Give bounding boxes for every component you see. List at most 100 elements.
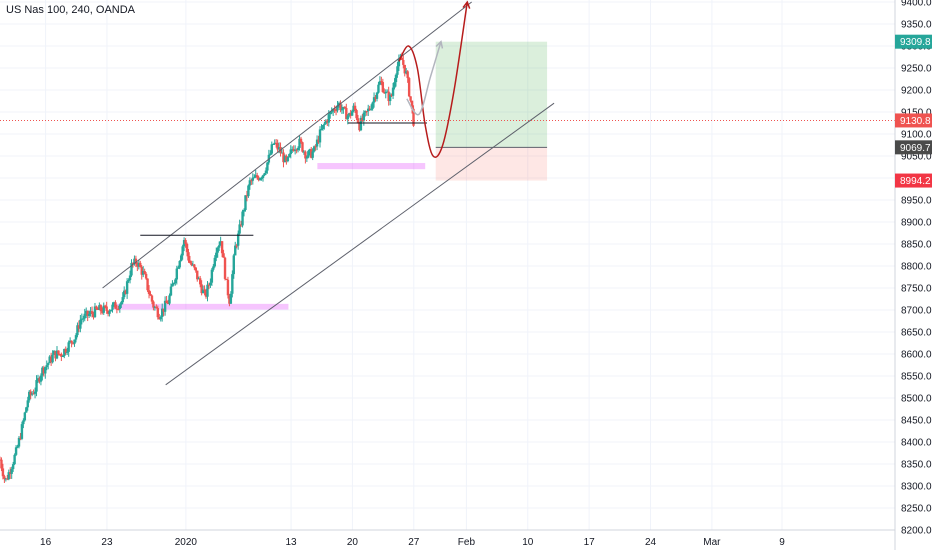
candle-body <box>86 310 89 316</box>
candle-body <box>179 255 183 261</box>
trendlines-layer[interactable] <box>102 1 555 386</box>
y-tick-label: 8800.0 <box>901 262 932 273</box>
candle-body <box>55 350 59 359</box>
candle-body <box>35 380 38 392</box>
candle-body <box>269 153 272 155</box>
candle-body <box>139 262 142 268</box>
candle-body <box>289 149 292 155</box>
candle-body <box>153 306 157 308</box>
candle-body <box>324 120 328 124</box>
candle-body <box>162 308 165 312</box>
candle-body <box>251 177 254 181</box>
candle-body <box>337 102 341 106</box>
candle-body <box>407 78 411 97</box>
candle-body <box>323 123 326 126</box>
candle-body <box>174 279 177 283</box>
candle-body <box>209 282 212 285</box>
y-tick-label: 8650.0 <box>901 328 932 339</box>
projection-alt[interactable] <box>406 41 442 116</box>
candle-body <box>89 311 92 314</box>
price-label-text: 9130.8 <box>900 116 931 127</box>
x-tick-label: Mar <box>703 537 721 548</box>
price-label-text: 9069.7 <box>900 143 931 154</box>
candle-body <box>247 185 250 197</box>
candle-body <box>38 378 41 382</box>
candle-body <box>133 258 136 264</box>
candle-body <box>307 151 310 158</box>
candle-body <box>175 268 179 280</box>
candle-body <box>150 295 154 302</box>
candle-body <box>158 317 161 320</box>
candle-body <box>127 280 130 282</box>
candle-body <box>196 270 199 280</box>
candle-body <box>364 111 367 113</box>
candle-body <box>234 245 237 256</box>
candle-body <box>371 102 374 109</box>
candle-body <box>358 122 361 131</box>
candle-body <box>184 240 187 244</box>
support-zone-1 <box>112 303 289 310</box>
x-tick-label: 20 <box>347 537 359 548</box>
candle-body <box>374 97 377 99</box>
candle-body <box>124 290 127 294</box>
candle-body <box>314 146 317 148</box>
candle-body <box>375 92 379 99</box>
candle-body <box>339 102 342 111</box>
candle-body <box>96 309 100 311</box>
candle-body <box>193 264 196 268</box>
candle-body <box>117 308 120 310</box>
candle-body <box>6 478 9 480</box>
candle-body <box>296 147 300 151</box>
candle-body <box>93 306 97 318</box>
candle-body <box>99 305 103 312</box>
candle-body <box>298 138 301 148</box>
candle-body <box>349 113 352 116</box>
candle-body <box>353 105 357 111</box>
candle-body <box>134 258 138 265</box>
candle-body <box>165 300 168 304</box>
candle-body <box>146 278 149 291</box>
candle-body <box>327 114 330 123</box>
candle-body <box>60 354 63 357</box>
y-tick-label: 8350.0 <box>901 460 932 471</box>
candle-body <box>260 178 263 180</box>
y-tick-label: 9350.0 <box>901 20 932 31</box>
candle-body <box>143 271 146 274</box>
candle-body <box>397 59 401 67</box>
candle-body <box>368 108 371 110</box>
candle-body <box>25 407 28 413</box>
y-tick-label: 9250.0 <box>901 64 932 75</box>
channel-lower[interactable] <box>165 102 555 386</box>
candle-body <box>16 446 19 448</box>
candle-body <box>76 325 79 336</box>
candle-body <box>7 472 10 480</box>
candle-body <box>22 420 25 425</box>
candle-body <box>185 243 189 253</box>
symbol-legend: US Nas 100, 240, OANDA <box>6 4 136 16</box>
y-tick-label: 9100.0 <box>901 130 932 141</box>
y-tick-label: 8400.0 <box>901 438 932 449</box>
y-tick-label: 9400.0 <box>901 0 932 9</box>
x-tick-label: 24 <box>645 537 657 548</box>
candle-body <box>187 252 190 261</box>
candle-body <box>250 180 253 182</box>
candle-body <box>102 305 105 313</box>
projection-curve[interactable] <box>398 1 469 158</box>
candle-body <box>190 262 193 266</box>
zones-layer <box>112 163 426 310</box>
candle-body <box>412 108 415 126</box>
candle-body <box>394 74 398 83</box>
candle-body <box>105 306 108 311</box>
x-tick-label: 13 <box>286 537 298 548</box>
candle-body <box>390 94 393 96</box>
projections-layer[interactable] <box>398 0 471 158</box>
channel-upper[interactable] <box>102 1 472 289</box>
candle-body <box>168 295 171 304</box>
candle-body <box>36 378 40 381</box>
candle-body <box>156 308 160 318</box>
candle-body <box>242 209 246 212</box>
long-position-tool[interactable] <box>435 41 548 181</box>
candle-body <box>333 109 336 111</box>
candle-body <box>198 278 202 285</box>
